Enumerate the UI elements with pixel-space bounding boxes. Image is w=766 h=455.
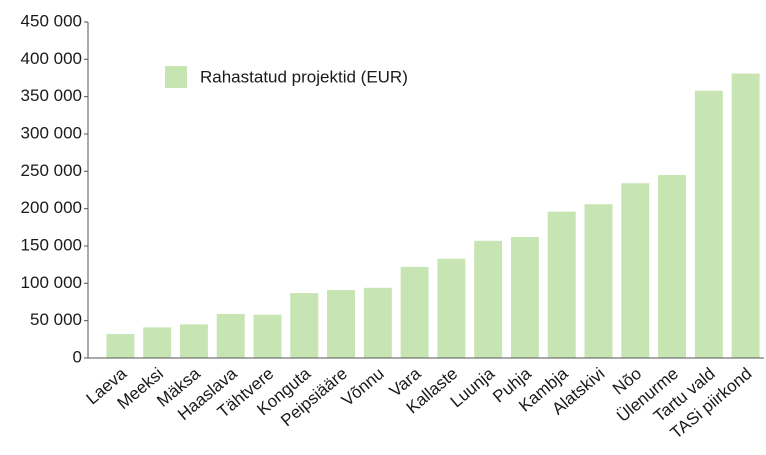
y-tick-label: 150 000 [21,235,82,254]
bar [290,293,319,358]
bar [510,237,539,358]
bar [547,211,576,358]
bar [106,334,135,358]
bar [731,73,760,359]
y-tick-label: 100 000 [21,273,82,292]
y-tick-label: 400 000 [21,49,82,68]
bar [179,324,208,358]
bar [658,175,687,358]
legend-box [153,50,455,98]
legend-swatch [165,66,187,88]
x-tick-label: Võnnu [338,364,388,410]
bar [474,240,503,358]
y-tick-label: 350 000 [21,86,82,105]
legend-label: Rahastatud projektid (EUR) [200,67,408,86]
y-tick-label: 300 000 [21,123,82,142]
y-tick-label: 50 000 [30,310,82,329]
bar [437,258,466,358]
bar [216,313,245,358]
bar [694,90,723,359]
y-tick-label: 250 000 [21,161,82,180]
bar [327,290,356,358]
bar [143,327,172,358]
bar [400,266,429,358]
bar [621,183,650,358]
y-tick-label: 200 000 [21,198,82,217]
y-tick-label: 0 [73,347,82,366]
bar [584,204,613,358]
bar [253,314,282,358]
y-tick-label: 450 000 [21,11,82,30]
bar [363,287,392,358]
